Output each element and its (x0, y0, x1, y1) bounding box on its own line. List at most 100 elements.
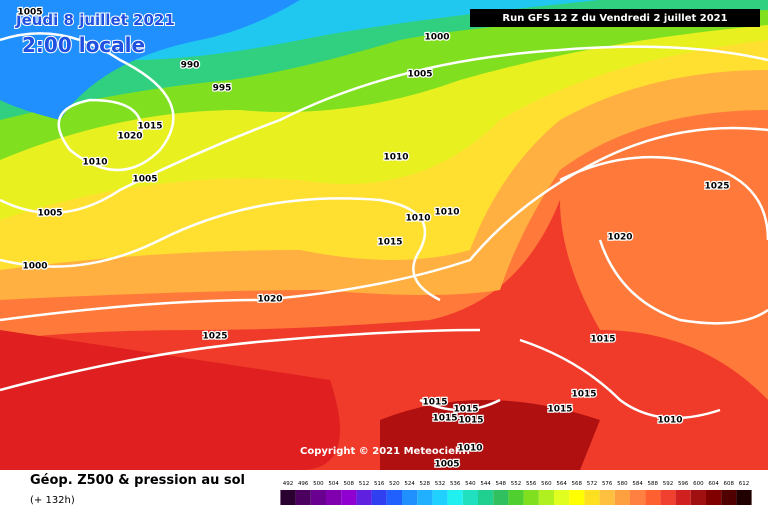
colorbar-swatch (538, 490, 554, 505)
isobar-label: 1020 (257, 295, 282, 305)
isobar-label: 1005 (434, 460, 459, 470)
colorbar-label: 600 (693, 481, 704, 487)
colorbar-swatch (721, 490, 737, 505)
isobar-label: 1025 (202, 332, 227, 342)
isobar-label: 1015 (458, 416, 483, 426)
colorbar-label: 548 (496, 481, 507, 487)
colorbar-label: 500 (313, 481, 324, 487)
colorbar-swatch (356, 490, 372, 505)
isobar-label: 1015 (432, 414, 457, 424)
colorbar-swatch (630, 490, 646, 505)
isobar-label: 1015 (137, 122, 162, 132)
colorbar-label: 612 (739, 481, 750, 487)
colorbar-swatch (326, 490, 342, 505)
colorbar-label: 556 (526, 481, 537, 487)
forecast-date: Jeudi 8 juillet 2021 (15, 11, 175, 29)
colorbar-label: 596 (678, 481, 689, 487)
isobar-label: 1015 (453, 405, 478, 415)
colorbar-label: 592 (663, 481, 674, 487)
colorbar-swatch (660, 490, 676, 505)
isobar-label: 1000 (22, 262, 47, 272)
colorbar-swatch (462, 490, 478, 505)
isobar-label: 990 (181, 61, 200, 71)
isobar-label: 1010 (383, 153, 408, 163)
colorbar-swatch (386, 490, 402, 505)
run-info: Run GFS 12 Z du Vendredi 2 juillet 2021 (502, 13, 727, 24)
colorbar-label: 520 (389, 481, 400, 487)
colorbar-swatch (310, 490, 326, 505)
colorbar-swatch (554, 490, 570, 505)
colorbar-label: 588 (648, 481, 659, 487)
isobar-label: 1015 (422, 398, 447, 408)
isobar-label: 995 (213, 84, 232, 94)
colorbar-swatch (508, 490, 524, 505)
isobar-label: 1010 (457, 444, 482, 454)
colorbar-label: 572 (587, 481, 598, 487)
colorbar-label: 580 (617, 481, 628, 487)
isobar-label: 1020 (117, 132, 142, 142)
colorbar-swatch (675, 490, 691, 505)
colorbar-swatch (584, 490, 600, 505)
colorbar-label: 524 (404, 481, 415, 487)
colorbar-swatch (645, 490, 661, 505)
colorbar: 492 496 500 504 508 512 516 520 524 528 532 536 540 5… (280, 481, 752, 505)
isobar-label: 1010 (82, 158, 107, 168)
isobar-label: 1010 (405, 214, 430, 224)
isobar-label: 1005 (37, 209, 62, 219)
isobar-label: 1015 (547, 405, 572, 415)
colorbar-swatch (736, 490, 752, 505)
colorbar-swatch (493, 490, 509, 505)
colorbar-label: 560 (541, 481, 552, 487)
isobar-label: 1005 (407, 70, 432, 80)
colorbar-label: 564 (556, 481, 567, 487)
colorbar-label: 496 (298, 481, 309, 487)
isobar-label: 1010 (434, 208, 459, 218)
run-banner (470, 9, 760, 27)
colorbar-label: 492 (283, 481, 294, 487)
isobar-label: 1015 (590, 335, 615, 345)
colorbar-label: 540 (465, 481, 476, 487)
colorbar-swatch (478, 490, 494, 505)
colorbar-swatch (432, 490, 448, 505)
isobar-label: 1010 (657, 416, 682, 426)
isobar-label: 1025 (704, 182, 729, 192)
colorbar-label: 516 (374, 481, 385, 487)
colorbar-label: 584 (632, 481, 643, 487)
map (0, 0, 768, 470)
colorbar-label: 608 (724, 481, 735, 487)
colorbar-label: 544 (480, 481, 491, 487)
colorbar-swatch (569, 490, 585, 505)
colorbar-label: 568 (572, 481, 583, 487)
isobar-label: 1020 (607, 233, 632, 243)
colorbar-swatch (599, 490, 615, 505)
colorbar-swatch (523, 490, 539, 505)
colorbar-label: 576 (602, 481, 613, 487)
colorbar-label: 512 (359, 481, 370, 487)
isobar-label: 1005 (17, 8, 42, 18)
colorbar-swatch (690, 490, 706, 505)
isobar-label: 1000 (424, 33, 449, 43)
colorbar-swatch (447, 490, 463, 505)
colorbar-swatch (371, 490, 387, 505)
colorbar-label: 528 (420, 481, 431, 487)
forecast-time: 2:00 locale (22, 33, 145, 57)
colorbar-swatch (706, 490, 722, 505)
colorbar-label: 552 (511, 481, 522, 487)
colorbar-swatch (341, 490, 357, 505)
legend-title: Géop. Z500 & pression au sol (30, 473, 245, 488)
colorbar-label: 604 (708, 481, 719, 487)
isobar-label: 1015 (377, 238, 402, 248)
legend-subtitle: (+ 132h) (30, 495, 75, 506)
isobar-label: 1015 (571, 390, 596, 400)
colorbar-swatch (614, 490, 630, 505)
colorbar-swatch (402, 490, 418, 505)
isobar-label: 1005 (132, 175, 157, 185)
colorbar-label: 504 (328, 481, 339, 487)
colorbar-swatch (295, 490, 311, 505)
colorbar-swatch (280, 490, 296, 505)
colorbar-label: 508 (344, 481, 355, 487)
isobar-labels: 1005990995100010051015102010101005100510… (16, 6, 731, 471)
colorbar-label: 532 (435, 481, 446, 487)
colorbar-label: 536 (450, 481, 461, 487)
